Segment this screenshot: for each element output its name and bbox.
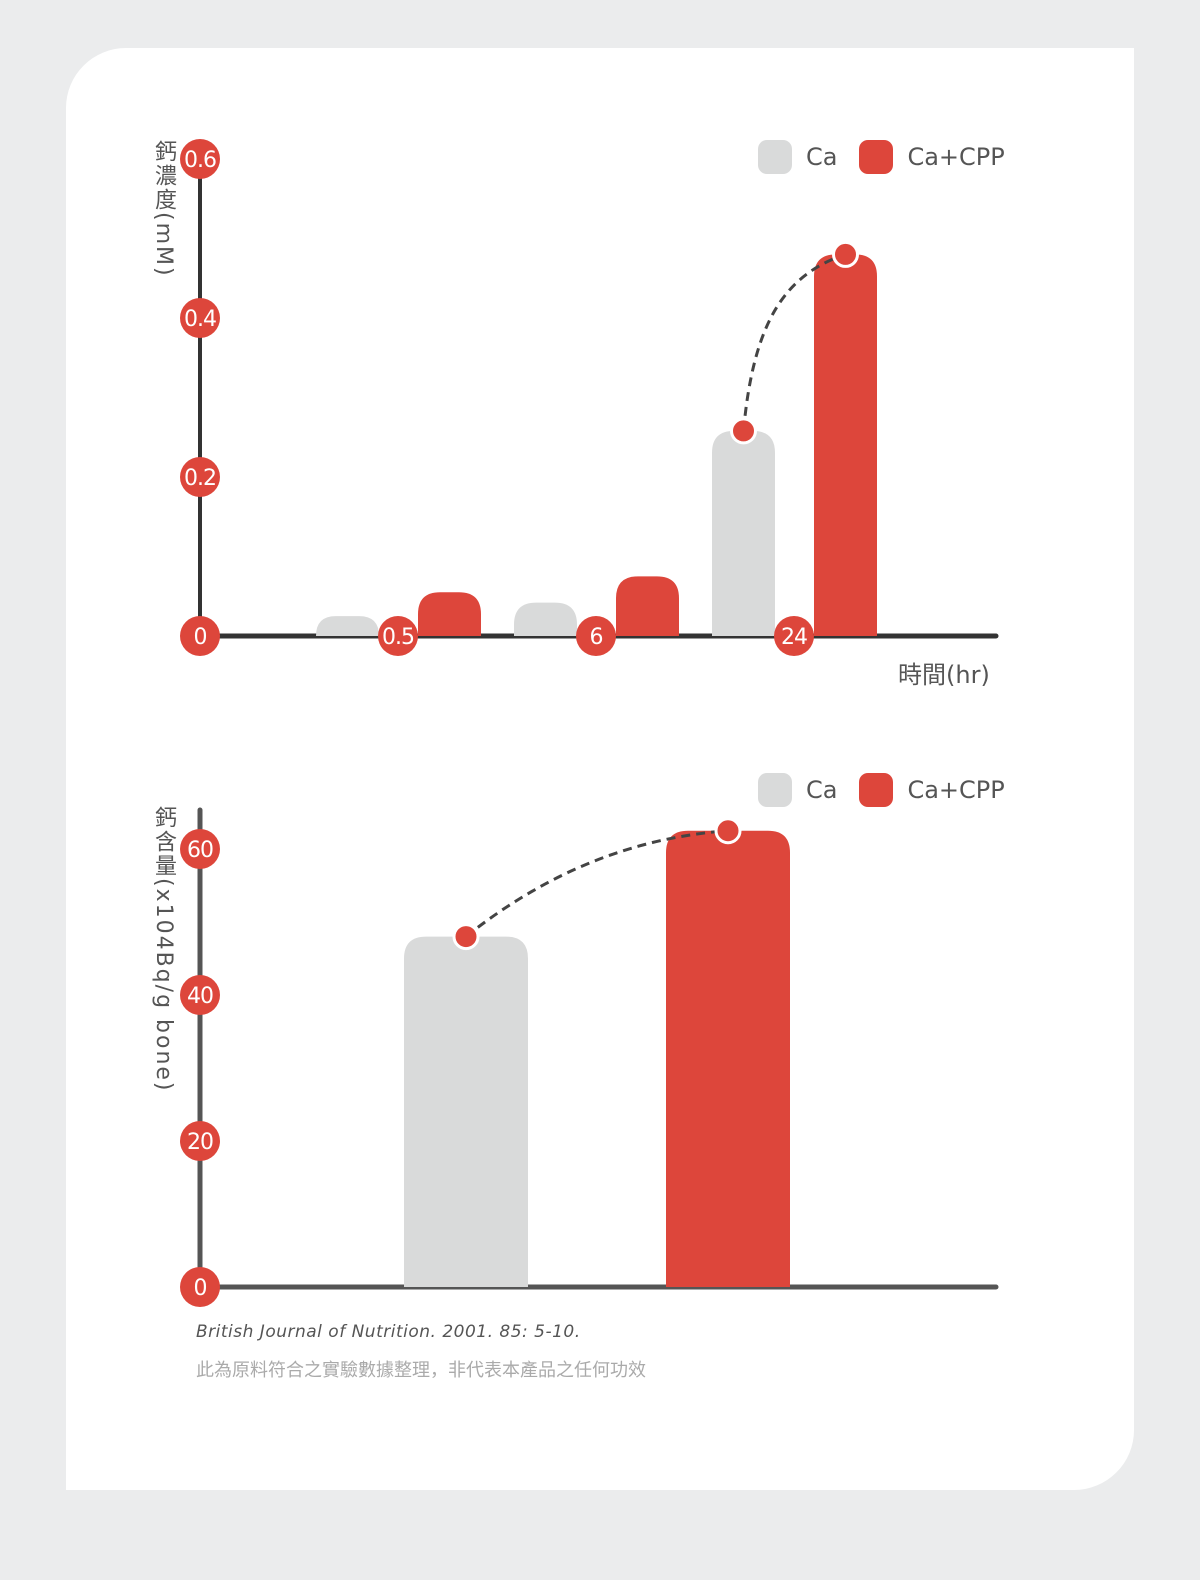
chart-1-legend: Ca Ca+CPP bbox=[758, 140, 1027, 174]
chart-card bbox=[66, 48, 1134, 1490]
chart-1-x-tick-6-text: 6 bbox=[590, 625, 603, 650]
legend-swatch-ca-cpp bbox=[859, 773, 894, 807]
chart-1-y-tick-0.2: 0.2 bbox=[180, 457, 220, 497]
chart-1-calcium-concentration: 0 0.2 0.4 0.6 0.5 6 24 bbox=[180, 139, 999, 656]
chart-1-x-tick-24-circle bbox=[774, 616, 814, 656]
chart-1-y-tick-0.6: 0.6 bbox=[180, 139, 220, 179]
chart-2-legend: Ca Ca+CPP bbox=[758, 773, 1027, 807]
chart-1-bar-ca-cpp-0.5 bbox=[418, 592, 481, 636]
chart-1-x-axis-label: 時間(hr) bbox=[898, 661, 990, 689]
chart-1-y-axis-label: 鈣濃度(mM) bbox=[151, 140, 176, 278]
chart-2-y-tick-40: 40 bbox=[180, 975, 220, 1015]
chart-2-y-tick-0-text: 0 bbox=[194, 1276, 207, 1301]
chart-1-x-tick-6: 6 bbox=[576, 616, 616, 656]
legend-label-ca-cpp: Ca+CPP bbox=[907, 143, 1005, 171]
source-citation: British Journal of Nutrition. 2001. 85: … bbox=[196, 1322, 581, 1342]
chart-1-bar-ca-24 bbox=[712, 430, 775, 636]
chart-2-y-tick-20: 20 bbox=[180, 1121, 220, 1161]
chart-2-y-tick-60-circle bbox=[180, 829, 220, 869]
chart-1-bar-ca-6 bbox=[514, 602, 577, 636]
chart-1-y-tick-0-circle bbox=[180, 616, 220, 656]
chart-2-calcium-content: 0 20 40 60 bbox=[180, 807, 999, 1307]
legend-label-ca-cpp: Ca+CPP bbox=[907, 776, 1005, 804]
chart-1-y-tick-0.4-text: 0.4 bbox=[184, 307, 216, 332]
chart-2-y-tick-20-text: 20 bbox=[187, 1130, 213, 1155]
chart-2-y-tick-60-text: 60 bbox=[187, 838, 213, 863]
chart-1-marker-ca bbox=[730, 417, 757, 445]
chart-2-y-axis-label: 鈣含量(x104Bq/g bone) bbox=[151, 806, 176, 1093]
legend-label-ca: Ca bbox=[806, 143, 838, 171]
chart-1-y-tick-0.6-text: 0.6 bbox=[184, 148, 216, 173]
chart-1-y-tick-0: 0 bbox=[180, 616, 220, 656]
chart-2-y-tick-0-circle bbox=[180, 1267, 220, 1307]
chart-1-marker-ca-cpp bbox=[832, 240, 859, 268]
chart-1-x-tick-0.5: 0.5 bbox=[378, 616, 418, 656]
chart-1-x-tick-24-text: 24 bbox=[781, 625, 807, 650]
chart-1-bar-ca-cpp-24 bbox=[814, 254, 877, 636]
chart-2-bar-ca bbox=[404, 936, 528, 1287]
chart-1-y-tick-0.2-circle bbox=[180, 457, 220, 497]
chart-2-bar-ca-cpp bbox=[666, 830, 790, 1287]
chart-1-x-tick-0.5-circle bbox=[378, 616, 418, 656]
chart-1-y-tick-0.6-circle bbox=[180, 139, 220, 179]
chart-2-y-tick-60: 60 bbox=[180, 829, 220, 869]
chart-1-y-tick-0.4-circle bbox=[180, 298, 220, 338]
chart-1-y-tick-0-text: 0 bbox=[194, 625, 207, 650]
chart-2-y-tick-40-text: 40 bbox=[187, 984, 213, 1009]
chart-2-y-tick-0: 0 bbox=[180, 1267, 220, 1307]
chart-2-marker-ca bbox=[452, 923, 480, 951]
chart-2-marker-ca-cpp bbox=[714, 817, 742, 845]
chart-2-y-tick-20-circle bbox=[180, 1121, 220, 1161]
legend-swatch-ca-cpp bbox=[859, 140, 894, 174]
chart-1-y-tick-0.4: 0.4 bbox=[180, 298, 220, 338]
chart-1-x-tick-6-circle bbox=[576, 616, 616, 656]
legend-swatch-ca bbox=[758, 140, 792, 174]
legend-label-ca: Ca bbox=[806, 776, 838, 804]
chart-1-trend-line bbox=[742, 252, 846, 432]
chart-1-bar-ca-0.5 bbox=[316, 616, 379, 636]
chart-1-x-tick-24: 24 bbox=[774, 616, 814, 656]
chart-2-y-tick-40-circle bbox=[180, 975, 220, 1015]
disclaimer-text: 此為原料符合之實驗數據整理，非代表本產品之任何功效 bbox=[196, 1360, 646, 1381]
legend-swatch-ca bbox=[758, 773, 792, 807]
chart-1-x-tick-0.5-text: 0.5 bbox=[382, 625, 414, 650]
chart-1-y-tick-0.2-text: 0.2 bbox=[184, 466, 216, 491]
chart-1-bar-ca-cpp-6 bbox=[616, 576, 679, 636]
